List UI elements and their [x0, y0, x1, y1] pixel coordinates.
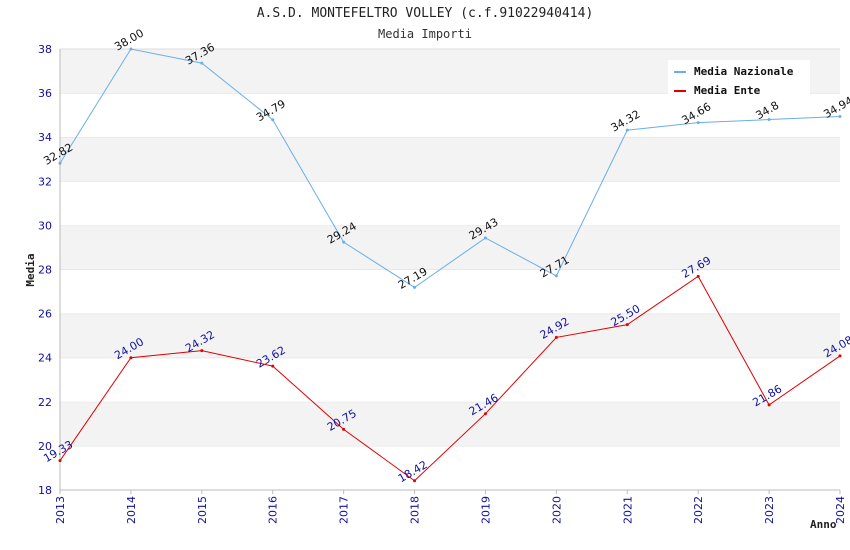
data-point-media-ente [554, 335, 558, 339]
x-tick-label: 2024 [834, 496, 847, 524]
data-point-media-ente [625, 323, 629, 327]
grid-band [60, 401, 840, 446]
data-point-media-ente [129, 356, 133, 360]
x-tick-label: 2014 [125, 496, 138, 524]
data-point-media-ente [767, 403, 771, 407]
grid-band [60, 269, 840, 314]
data-point-media-nazionale [129, 47, 133, 51]
grid-band [60, 137, 840, 182]
x-tick-label: 2023 [763, 496, 776, 524]
data-point-media-nazionale [838, 114, 842, 118]
y-tick-label: 30 [38, 219, 52, 232]
data-point-media-ente [696, 274, 700, 278]
grid-bands [60, 48, 840, 490]
data-point-media-nazionale [554, 274, 558, 278]
y-tick-label: 32 [38, 175, 52, 188]
data-point-media-ente [483, 412, 487, 416]
y-tick-label: 36 [38, 87, 52, 100]
grid-band [60, 181, 840, 226]
x-tick-label: 2020 [550, 496, 563, 524]
y-tick-label: 28 [38, 264, 52, 277]
grid-band [60, 445, 840, 490]
y-axis-ticks: 18 20 22 24 26 28 30 32 34 36 38 [38, 43, 52, 497]
grid-band [60, 93, 840, 138]
y-tick-label: 38 [38, 43, 52, 56]
legend-label-media-nazionale: Media Nazionale [694, 65, 794, 78]
legend: Media Nazionale Media Ente [668, 60, 810, 100]
series-line-media-ente [59, 275, 841, 482]
y-tick-label: 22 [38, 396, 52, 409]
x-axis-label: Anno [810, 518, 837, 531]
data-point-media-nazionale [767, 118, 771, 122]
series-line-media-nazionale [59, 48, 841, 288]
x-tick-label: 2018 [409, 496, 422, 524]
data-point-media-nazionale [58, 161, 62, 165]
chart-subtitle: Media Importi [378, 27, 472, 41]
x-tick-label: 2021 [621, 496, 634, 524]
data-point-media-nazionale [483, 236, 487, 240]
y-tick-label: 24 [38, 352, 52, 365]
data-point-media-nazionale [200, 61, 204, 65]
x-axis-ticks: 2013 2014 2015 2016 2017 2018 2019 2020 2021 2022… [54, 490, 847, 524]
data-point-media-nazionale [696, 121, 700, 125]
data-point-media-nazionale [413, 285, 417, 289]
data-point-media-nazionale [625, 128, 629, 132]
x-tick-label: 2016 [267, 496, 280, 524]
data-point-media-ente [200, 349, 204, 353]
data-point-media-ente [838, 354, 842, 358]
data-point-media-ente [58, 459, 62, 463]
y-tick-label: 18 [38, 484, 52, 497]
data-point-media-ente [413, 479, 417, 483]
y-tick-label: 26 [38, 308, 52, 321]
x-tick-label: 2019 [479, 496, 492, 524]
y-axis-label: Media [24, 253, 37, 286]
x-tick-label: 2013 [54, 496, 67, 524]
y-tick-label: 34 [38, 131, 52, 144]
y-tick-label: 20 [38, 440, 52, 453]
x-tick-label: 2017 [338, 496, 351, 524]
data-point-media-nazionale [271, 118, 275, 122]
data-point-media-nazionale [342, 240, 346, 244]
data-point-media-ente [342, 427, 346, 431]
x-tick-label: 2015 [196, 496, 209, 524]
chart-title: A.S.D. MONTEFELTRO VOLLEY (c.f.910229404… [256, 6, 594, 21]
x-tick-label: 2022 [692, 496, 705, 524]
grid-band [60, 357, 840, 402]
legend-label-media-ente: Media Ente [694, 84, 761, 97]
legend-box [668, 60, 810, 100]
grid-band [60, 313, 840, 358]
data-point-media-ente [271, 364, 275, 368]
